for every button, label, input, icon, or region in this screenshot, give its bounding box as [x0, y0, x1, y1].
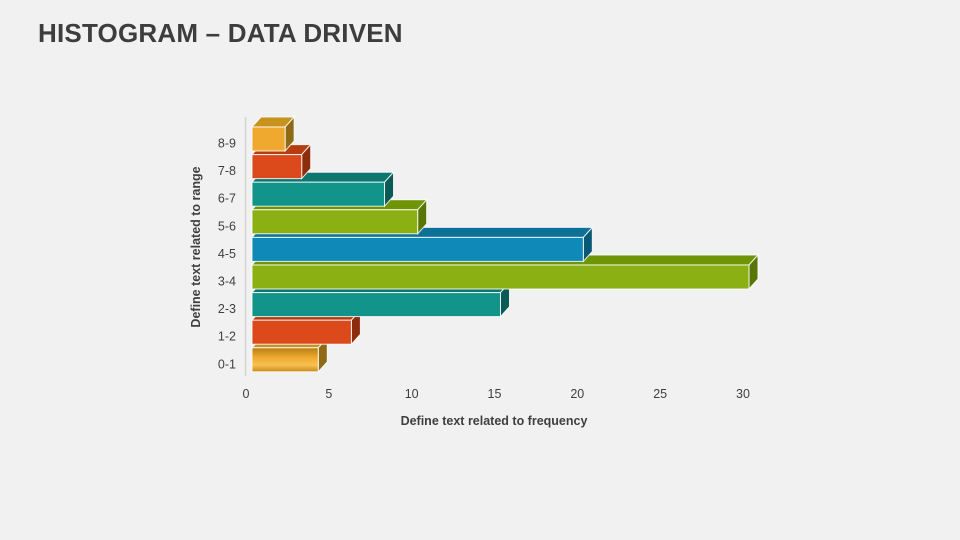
x-tick-label-15: 15 — [488, 387, 502, 401]
bar-front-face — [251, 347, 319, 373]
x-tick-label-25: 25 — [653, 387, 667, 401]
y-category-label-7-8: 7-8 — [218, 164, 236, 178]
x-tick-label-20: 20 — [570, 387, 584, 401]
bar-8-9 — [250, 115, 296, 153]
bar-front-face — [251, 319, 352, 345]
y-axis-title: Define text related to range — [189, 166, 203, 328]
bar-front-face — [251, 236, 584, 262]
y-category-label-4-5: 4-5 — [218, 247, 236, 261]
bar-front-face — [251, 154, 303, 180]
x-tick-label-10: 10 — [405, 387, 419, 401]
x-tick-label-30: 30 — [736, 387, 750, 401]
y-category-label-2-3: 2-3 — [218, 302, 236, 316]
x-tick-label-0: 0 — [243, 387, 250, 401]
x-tick-label-5: 5 — [325, 387, 332, 401]
x-axis-title: Define text related to frequency — [400, 414, 588, 428]
bar-6-7 — [250, 170, 395, 208]
y-category-label-6-7: 6-7 — [218, 192, 236, 206]
bar-front-face — [251, 209, 419, 235]
bar-front-face — [251, 292, 501, 318]
bar-front-face — [251, 264, 750, 290]
y-category-label-1-2: 1-2 — [218, 330, 236, 344]
y-category-label-5-6: 5-6 — [218, 219, 236, 233]
y-category-label-0-1: 0-1 — [218, 357, 236, 371]
y-category-label-3-4: 3-4 — [218, 275, 236, 289]
bar-5-6 — [250, 198, 428, 236]
bar-front-face — [251, 181, 386, 207]
slide-title: HISTOGRAM – DATA DRIVEN — [38, 18, 403, 48]
bar-front-face — [251, 126, 286, 152]
y-category-label-8-9: 8-9 — [218, 137, 236, 151]
